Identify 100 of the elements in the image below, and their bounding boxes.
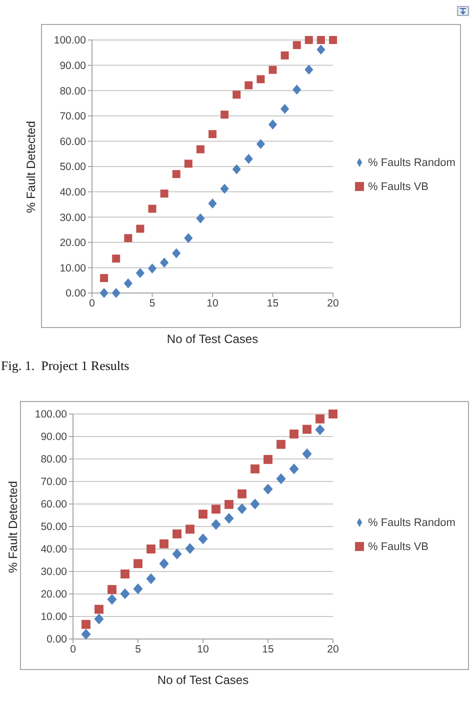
point xyxy=(316,44,326,55)
point xyxy=(82,620,90,629)
y-tick-label: 80.00 xyxy=(60,85,86,98)
y-tick-label: 70.00 xyxy=(40,476,68,488)
point xyxy=(244,154,253,164)
point xyxy=(160,190,168,198)
y-tick-label: 100.00 xyxy=(34,408,68,421)
point xyxy=(290,430,298,438)
point xyxy=(316,36,325,44)
point xyxy=(304,64,314,75)
y-tick-label: 50.00 xyxy=(40,521,68,534)
point xyxy=(198,533,208,544)
y-tick-label: 40.00 xyxy=(60,186,86,199)
y-tick-label: 90.00 xyxy=(60,60,86,72)
point xyxy=(148,204,156,213)
point xyxy=(124,278,132,288)
point xyxy=(196,213,205,224)
point xyxy=(208,130,216,138)
y-tick-label: 60.00 xyxy=(40,498,68,511)
point xyxy=(124,234,132,242)
point xyxy=(256,138,265,149)
y-tick-label: 0.00 xyxy=(46,634,68,646)
point xyxy=(316,414,324,424)
point xyxy=(146,544,156,554)
point xyxy=(146,573,156,584)
point xyxy=(148,263,157,274)
point xyxy=(292,41,301,50)
point xyxy=(160,258,169,268)
point xyxy=(276,440,286,449)
point xyxy=(220,110,229,119)
point xyxy=(302,448,312,460)
x-tick-label: 20 xyxy=(327,297,339,310)
point xyxy=(237,503,247,514)
y-tick-label: 50.00 xyxy=(60,161,86,174)
point xyxy=(136,224,144,233)
y-tick-label: 60.00 xyxy=(60,136,86,148)
point xyxy=(184,233,193,244)
point xyxy=(304,36,313,44)
point xyxy=(136,268,144,278)
x-tick-label: 5 xyxy=(135,643,142,656)
point xyxy=(159,558,169,570)
point xyxy=(112,254,120,263)
point xyxy=(256,75,265,84)
point xyxy=(224,513,234,524)
y-tick-label: 10.00 xyxy=(40,611,68,624)
caption: Fig. 1. Project 1 Results xyxy=(1,358,130,374)
x-tick-label: 5 xyxy=(149,297,156,310)
point xyxy=(172,170,180,178)
point xyxy=(107,594,117,605)
y-tick-label: 20.00 xyxy=(60,237,86,250)
point xyxy=(81,628,91,640)
x-tick-label: 15 xyxy=(266,297,279,310)
point xyxy=(232,90,241,99)
point xyxy=(185,543,195,554)
point xyxy=(186,524,194,534)
legend-label: % Faults VB xyxy=(368,540,429,552)
point xyxy=(94,604,104,614)
point xyxy=(160,539,168,548)
point xyxy=(329,36,337,44)
y-tick-label: 30.00 xyxy=(40,566,68,578)
point xyxy=(232,164,241,174)
point xyxy=(112,288,120,298)
y-tick-label: 90.00 xyxy=(40,431,68,444)
x-axis-title: No of Test Cases xyxy=(166,332,258,346)
point xyxy=(172,529,182,538)
point xyxy=(184,160,192,168)
point xyxy=(280,51,289,60)
point xyxy=(250,464,260,474)
point xyxy=(94,614,104,624)
point xyxy=(264,454,272,464)
y-axis-title: % Fault Detected xyxy=(6,480,20,573)
point xyxy=(289,464,299,474)
point xyxy=(263,484,273,495)
x-axis-title: No of Test Cases xyxy=(157,673,249,687)
point xyxy=(133,583,143,594)
legend-label: % Faults VB xyxy=(368,180,429,192)
x-tick-label: 0 xyxy=(89,297,96,310)
y-axis-title: % Fault Detected xyxy=(24,120,38,213)
point xyxy=(238,489,246,498)
point xyxy=(108,585,116,594)
y-tick-label: 40.00 xyxy=(40,544,68,556)
x-tick-label: 10 xyxy=(206,297,218,310)
point xyxy=(196,145,204,154)
y-tick-label: 30.00 xyxy=(60,212,86,224)
legend-label: % Faults Random xyxy=(368,156,456,168)
point xyxy=(211,519,221,530)
point xyxy=(315,424,325,436)
point xyxy=(134,559,142,568)
y-tick-label: 20.00 xyxy=(40,588,68,601)
point xyxy=(302,424,312,434)
point xyxy=(120,570,130,578)
point xyxy=(220,184,229,194)
y-tick-label: 70.00 xyxy=(60,110,86,123)
point xyxy=(208,198,217,208)
legend-label: % Faults Random xyxy=(368,516,456,528)
x-tick-label: 10 xyxy=(197,643,209,656)
point xyxy=(100,274,108,282)
y-tick-label: 100.00 xyxy=(54,34,86,47)
point xyxy=(244,81,253,90)
point xyxy=(198,510,208,519)
